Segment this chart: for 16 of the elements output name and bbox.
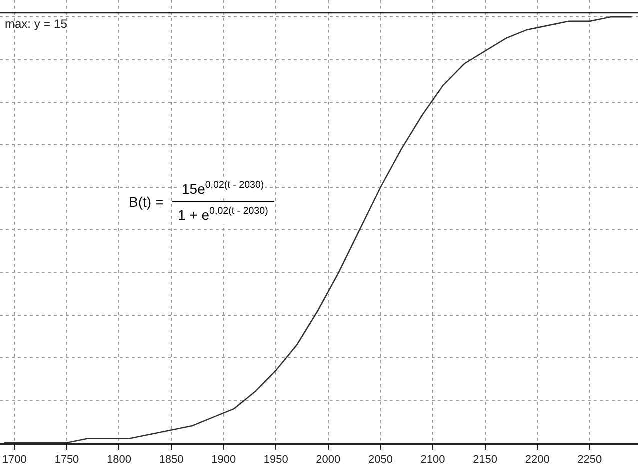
x-tick-label: 1700 [2,454,27,466]
x-tick-label: 2000 [316,454,341,466]
x-tick-label: 1900 [212,454,236,466]
x-tick-label: 2150 [473,454,498,466]
annotation: B(t) = [129,194,164,210]
x-tick-label: 2100 [420,454,446,466]
x-tick-label: 1950 [264,454,288,466]
x-tick-label: 1750 [54,454,80,466]
annotation: max: y = 15 [5,17,68,31]
x-tick-label: 1850 [159,454,184,466]
x-tick-label: 2250 [578,454,602,466]
x-tick-label: 2050 [368,454,393,466]
x-tick-label: 1800 [106,454,132,466]
annotation: 1 + e$^{0,02(t - 2030)}$ [178,206,268,223]
annotation: 15e$^{0,02(t - 2030)}$ [182,180,264,197]
x-tick-label: 2200 [525,454,550,466]
